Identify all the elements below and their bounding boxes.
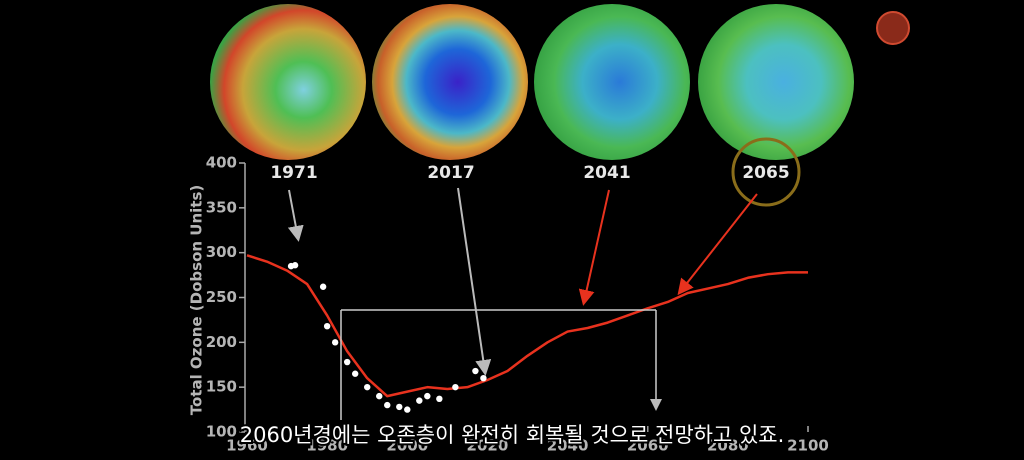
plot: 100 150 200 250 300 350 400 1960 1980 2000 2020 204… xyxy=(206,154,829,455)
arrow xyxy=(287,189,304,242)
data-point xyxy=(404,406,411,413)
data-point xyxy=(376,392,383,400)
arrow xyxy=(578,189,610,306)
data-point xyxy=(472,367,479,375)
y-axis-label: Total Ozone (Dobson Units) xyxy=(188,185,206,416)
annotation: 1971 xyxy=(270,163,317,183)
data-point xyxy=(331,339,339,346)
subtitle: 2060년경에는 오존층이 완전히 회복될 것으로 전망하고 있죠. xyxy=(240,423,785,447)
y-tick-label: 200 xyxy=(206,333,237,351)
data-point xyxy=(384,401,391,409)
x-tick-label: 1980 xyxy=(306,437,348,455)
arrow xyxy=(677,193,758,296)
data-point xyxy=(396,403,403,411)
data-point xyxy=(480,375,487,382)
data-point xyxy=(416,397,423,404)
data-point xyxy=(319,283,327,290)
y-tick-label: 100 xyxy=(206,423,237,441)
data-point xyxy=(323,322,331,330)
highlight-circle xyxy=(731,137,801,207)
logo xyxy=(876,11,910,45)
data-point xyxy=(291,262,299,269)
globe xyxy=(534,4,690,160)
x-tick-label: 2100 xyxy=(787,437,829,455)
x-tick-label: 2000 xyxy=(386,437,428,455)
y-tick-label: 150 xyxy=(206,378,237,396)
data-point xyxy=(436,395,443,403)
x-tick-label: 2060 xyxy=(627,437,669,455)
x-tick-label: 2040 xyxy=(547,437,589,455)
y-tick-label: 300 xyxy=(206,243,237,261)
data-point xyxy=(424,392,431,400)
data-point xyxy=(343,358,351,366)
x-tick-label: 1960 xyxy=(226,437,268,455)
annotation: 2017 xyxy=(427,163,474,183)
globe xyxy=(210,4,366,160)
globe xyxy=(698,4,854,160)
y-tick-label: 400 xyxy=(206,154,237,172)
globe xyxy=(372,4,528,160)
data-point xyxy=(351,370,359,377)
x-tick-label: 2080 xyxy=(707,437,749,455)
y-tick-label: 250 xyxy=(206,288,237,306)
arrow xyxy=(457,187,492,376)
y-tick-label: 350 xyxy=(206,198,237,216)
annotation: 2041 xyxy=(583,163,630,183)
data-point xyxy=(364,383,371,391)
series-line xyxy=(246,254,808,398)
annotation: 2065 xyxy=(742,163,789,183)
data-point xyxy=(452,383,459,391)
x-tick-label: 2020 xyxy=(467,437,509,455)
